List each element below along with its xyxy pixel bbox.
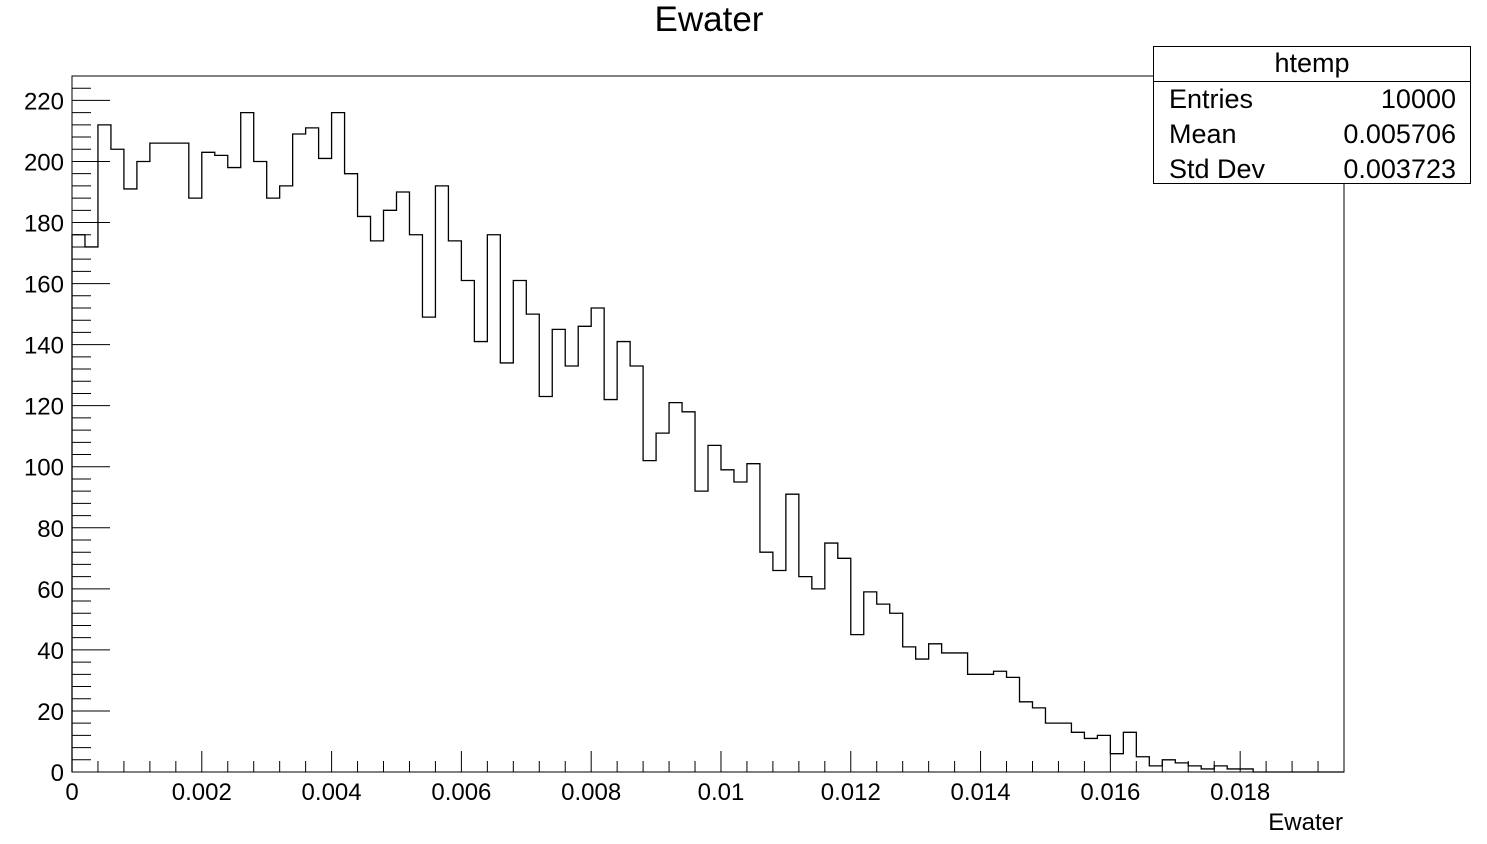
y-tick-label: 0 [51,760,64,787]
y-tick-label: 180 [24,211,64,238]
x-tick-label: 0.016 [1080,779,1140,806]
stats-row-mean: Mean 0.005706 [1154,117,1470,152]
stats-title: htemp [1154,47,1470,82]
histogram-line [71,111,1344,773]
x-tick-label: 0.008 [561,779,621,806]
chart-title: Ewater [655,0,764,39]
x-tick-label: 0.002 [172,779,232,806]
stats-label: Entries [1169,84,1254,114]
x-tick-label: 0.012 [821,779,881,806]
stats-value: 0.003723 [1343,154,1456,184]
x-tick-label: 0.006 [431,779,491,806]
y-tick-label: 80 [37,516,64,543]
y-tick-label: 120 [24,394,64,421]
stats-row-stddev: Std Dev 0.003723 [1154,152,1470,187]
stats-box: htemp Entries 10000 Mean 0.005706 Std De… [1153,46,1471,184]
y-tick-label: 200 [24,149,64,176]
x-tick-label: 0.004 [302,779,362,806]
y-tick-label: 20 [37,699,64,726]
stats-row-entries: Entries 10000 [1154,82,1470,117]
y-tick-label: 160 [24,272,64,299]
x-tick-label: 0.01 [698,779,745,806]
stats-label: Std Dev [1169,154,1266,184]
x-tick-label: 0.014 [951,779,1011,806]
y-axis: 0 20 40 60 80 100 120 140 160 180 200 220 [24,75,110,787]
stats-value: 10000 [1380,84,1456,114]
stats-value: 0.005706 [1343,119,1456,149]
y-tick-label: 100 [24,455,64,482]
y-tick-label: 40 [37,638,64,665]
y-tick-label: 220 [24,88,64,115]
x-tick-label: 0.018 [1210,779,1270,806]
y-tick-label: 140 [24,333,64,360]
x-axis: 0 0.002 0.004 0.006 0.008 0.01 0.012 0.014 0.016… [65,751,1345,806]
stats-label: Mean [1169,119,1237,149]
x-tick-label: 0 [65,779,78,806]
x-axis-title: Ewater [1268,809,1343,836]
y-tick-label: 60 [37,577,64,604]
